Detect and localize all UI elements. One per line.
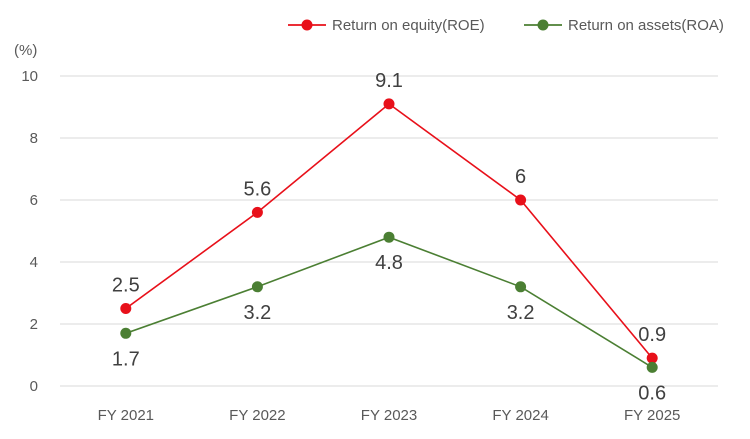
data-label: 2.5: [112, 275, 140, 297]
y-tick-label: 4: [30, 254, 38, 271]
x-tick-label: FY 2022: [229, 407, 285, 424]
legend-item: Return on equity(ROE): [288, 17, 485, 34]
data-label: 1.7: [112, 348, 140, 370]
legend: Return on equity(ROE) Return on assets(RO…: [288, 17, 724, 34]
x-tick-label: FY 2021: [98, 407, 154, 424]
data-point: [383, 98, 395, 110]
data-point: [646, 361, 658, 373]
data-label: 3.2: [507, 302, 535, 324]
data-label: 3.2: [243, 302, 271, 324]
legend-swatch-marker: [537, 19, 549, 31]
x-tick-label: FY 2024: [492, 407, 548, 424]
axes: (%) 0 2 4 6 8 10 FY 2021 FY 2022 FY 2023 FY 2024 F…: [14, 42, 680, 424]
series: [120, 98, 658, 373]
data-point: [251, 206, 263, 218]
y-tick-label: 6: [30, 192, 38, 209]
legend-swatch-marker: [301, 19, 313, 31]
data-point: [120, 327, 132, 339]
data-point: [120, 303, 132, 314]
y-tick-label: 10: [21, 68, 38, 85]
y-tick-label: 8: [30, 130, 38, 147]
data-label: 5.6: [243, 178, 271, 200]
legend-label: Return on assets(ROA): [568, 17, 724, 34]
data-point: [515, 281, 527, 293]
data-labels: 2.5 5.6 9.1 6 0.9 1.7 3.2 4.8 3.2 0.6: [112, 70, 666, 404]
data-label: 9.1: [375, 70, 403, 92]
y-unit-label: (%): [14, 42, 37, 59]
data-point: [383, 231, 395, 243]
data-point: [515, 194, 527, 206]
x-tick-label: FY 2023: [361, 407, 417, 424]
data-label: 0.9: [638, 324, 666, 346]
x-tick-label: FY 2025: [624, 407, 680, 424]
gridlines: [60, 75, 718, 387]
legend-label: Return on equity(ROE): [332, 17, 485, 34]
y-tick-label: 2: [30, 316, 38, 333]
data-point: [646, 352, 658, 364]
data-label: 0.6: [638, 382, 666, 404]
data-point: [251, 281, 263, 293]
data-label: 6: [515, 166, 526, 188]
y-tick-label: 0: [30, 378, 38, 395]
legend-item: Return on assets(ROA): [524, 17, 724, 34]
data-label: 4.8: [375, 252, 403, 274]
